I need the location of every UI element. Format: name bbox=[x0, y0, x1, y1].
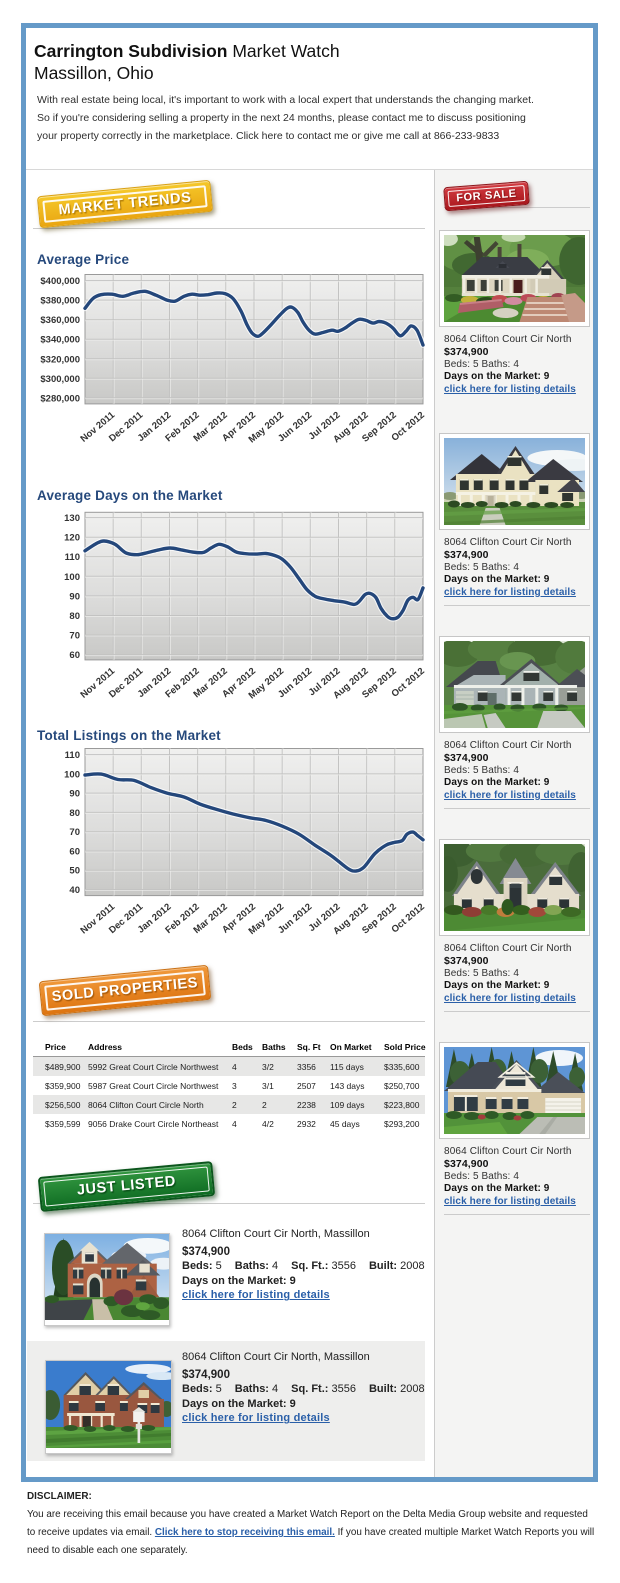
svg-text:$360,000: $360,000 bbox=[40, 315, 80, 326]
svg-text:80: 80 bbox=[69, 611, 80, 622]
svg-text:90: 90 bbox=[69, 789, 80, 800]
svg-text:$400,000: $400,000 bbox=[40, 276, 80, 287]
svg-text:$380,000: $380,000 bbox=[40, 296, 80, 307]
svg-text:130: 130 bbox=[64, 513, 80, 524]
svg-text:100: 100 bbox=[64, 769, 80, 780]
svg-text:110: 110 bbox=[65, 552, 80, 563]
svg-text:40: 40 bbox=[69, 885, 80, 896]
svg-text:$300,000: $300,000 bbox=[40, 374, 80, 385]
svg-text:70: 70 bbox=[69, 631, 80, 642]
svg-text:120: 120 bbox=[64, 533, 80, 544]
svg-text:$280,000: $280,000 bbox=[40, 393, 80, 404]
svg-text:110: 110 bbox=[65, 750, 80, 761]
svg-text:50: 50 bbox=[69, 866, 80, 877]
svg-text:90: 90 bbox=[69, 591, 80, 602]
svg-text:80: 80 bbox=[69, 808, 80, 819]
svg-text:100: 100 bbox=[64, 572, 80, 583]
svg-text:70: 70 bbox=[69, 827, 80, 838]
svg-text:60: 60 bbox=[69, 650, 80, 661]
svg-text:$320,000: $320,000 bbox=[40, 354, 80, 365]
svg-text:$340,000: $340,000 bbox=[40, 335, 80, 346]
svg-text:60: 60 bbox=[69, 847, 80, 858]
